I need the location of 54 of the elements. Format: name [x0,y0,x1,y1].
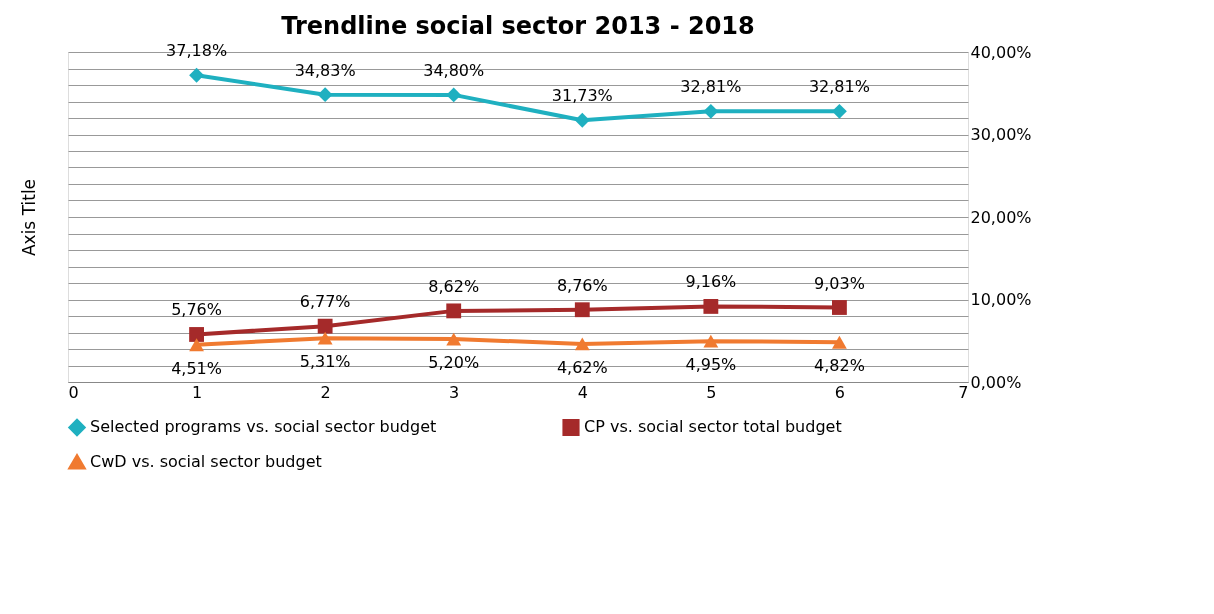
point [574,302,590,318]
point [189,67,204,83]
data-label: 32,81% [680,77,742,97]
y-tick-label: 0,00% [970,372,1022,392]
point [446,87,462,103]
point [703,103,719,119]
point [189,327,204,342]
point [832,300,847,315]
legend-label: CP vs. social sector total budget [584,417,842,437]
x-tick-label: 6 [834,382,846,402]
data-label: 5,76% [171,300,222,320]
point [832,103,847,119]
point [317,331,333,345]
data-label: 34,80% [423,60,485,80]
x-tick-label: 2 [320,382,331,402]
x-tick-label: 1 [191,382,203,402]
y-axis-title: Axis Title [18,178,39,257]
y-tick-label: 40,00% [970,42,1032,62]
point [317,318,333,334]
point [832,335,847,349]
y-tick-label: 20,00% [970,207,1032,227]
point [446,332,462,346]
legend-label: Selected programs vs. social sector budget [90,417,437,437]
data-label: 8,76% [556,275,608,295]
data-label: 9,03% [814,273,865,293]
x-tick-label: 0 [68,382,79,402]
data-label: 9,16% [685,272,737,292]
data-label: 31,73% [551,86,613,106]
chart-title: Trendline social sector 2013 - 2018 [281,12,755,41]
x-tick-label: 7 [958,382,969,402]
x-tick-label: 5 [706,382,717,402]
x-tick-label: 3 [449,382,460,402]
data-label: 6,77% [299,292,351,312]
data-label: 4,95% [685,355,737,375]
data-label: 4,82% [814,356,865,376]
point [189,338,204,352]
data-label: 34,83% [294,60,356,80]
point [317,87,333,103]
legend-label: CwD vs. social sector budget [90,452,322,471]
data-label: 8,62% [428,276,480,296]
data-label: 4,51% [171,358,222,378]
data-label: 4,62% [556,357,608,377]
point [703,334,719,348]
point [446,303,462,319]
point [574,112,590,128]
y-tick-label: 10,00% [970,290,1032,309]
data-label: 37,18% [166,41,228,61]
point [574,337,590,351]
data-label: 5,31% [299,352,351,372]
data-label: 5,20% [428,353,480,373]
point [703,299,719,314]
y-tick-label: 30,00% [970,125,1032,144]
x-tick-label: 4 [577,382,588,402]
data-label: 32,81% [808,77,870,97]
